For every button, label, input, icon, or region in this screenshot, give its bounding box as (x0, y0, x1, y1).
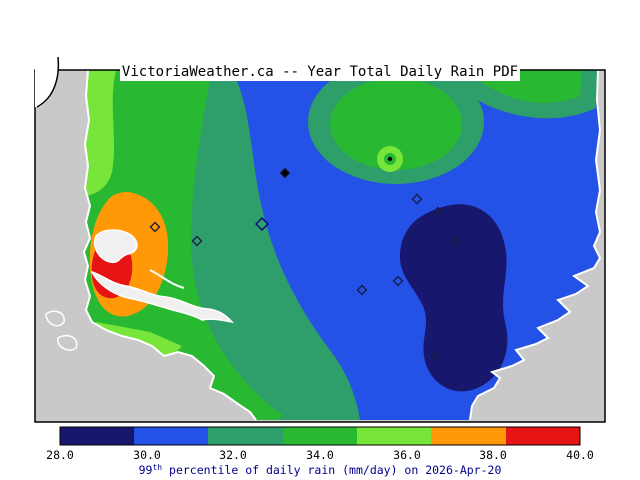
colorbar-segment-blue (134, 427, 208, 445)
colorbar-segment-green (283, 427, 357, 445)
offshore-island (45, 310, 65, 327)
coastline-west (82, 69, 257, 421)
station-marker (149, 221, 161, 233)
contour-region-lightgreen-west-edge (86, 70, 116, 196)
colorbar-segment-red (506, 427, 580, 445)
station-marker (411, 193, 423, 205)
contour-region-green-north-patch (330, 78, 462, 170)
offshore-island (57, 334, 78, 351)
station-marker (387, 156, 393, 162)
corner-coastline-curve (36, 56, 60, 108)
title-background (120, 59, 520, 81)
coastline-east (469, 69, 602, 421)
victoria-harbour-inlet (90, 270, 234, 324)
colorbar-segment-navy (60, 427, 134, 445)
gorge-waterway-line (149, 269, 185, 289)
figure-title: VictoriaWeather.ca -- Year Total Daily R… (122, 64, 518, 80)
colorbar-segment-lightgreen (357, 427, 431, 445)
station-markers (149, 156, 461, 362)
figure-caption: 99th percentile of daily rain (mm/day) o… (139, 463, 502, 477)
colorbar-tick-label: 36.0 (393, 448, 421, 462)
colorbar-tick-label: 30.0 (133, 448, 161, 462)
colorbar-tick-label: 32.0 (219, 448, 247, 462)
caption-rest: percentile of daily rain (mm/day) on 202… (162, 463, 501, 477)
corner-notch (35, 57, 59, 107)
station-marker (279, 167, 291, 179)
station-marker (356, 284, 368, 296)
colorbar-tick-label: 34.0 (306, 448, 334, 462)
station-marker (191, 235, 203, 247)
colorbar-segment-orange (431, 427, 506, 445)
colorbar: 28.0 30.0 32.0 34.0 36.0 38.0 40.0 (46, 426, 594, 462)
station-marker (430, 350, 442, 362)
station-marker (255, 217, 269, 231)
colorbar-tick-label: 40.0 (566, 448, 594, 462)
colorbar-tick-label: 38.0 (479, 448, 507, 462)
station-marker (392, 275, 404, 287)
caption-base: 99 (139, 463, 153, 477)
caption-superscript: th (152, 463, 162, 472)
colorbar-border (59, 426, 581, 446)
station-marker (432, 206, 444, 218)
station-marker (449, 236, 461, 248)
colorbar-segment-seagreen (208, 427, 283, 445)
contour-region-navy-minimum (399, 204, 508, 392)
colorbar-tick-label: 28.0 (46, 448, 74, 462)
esquimalt-harbour-inlet (94, 229, 138, 264)
